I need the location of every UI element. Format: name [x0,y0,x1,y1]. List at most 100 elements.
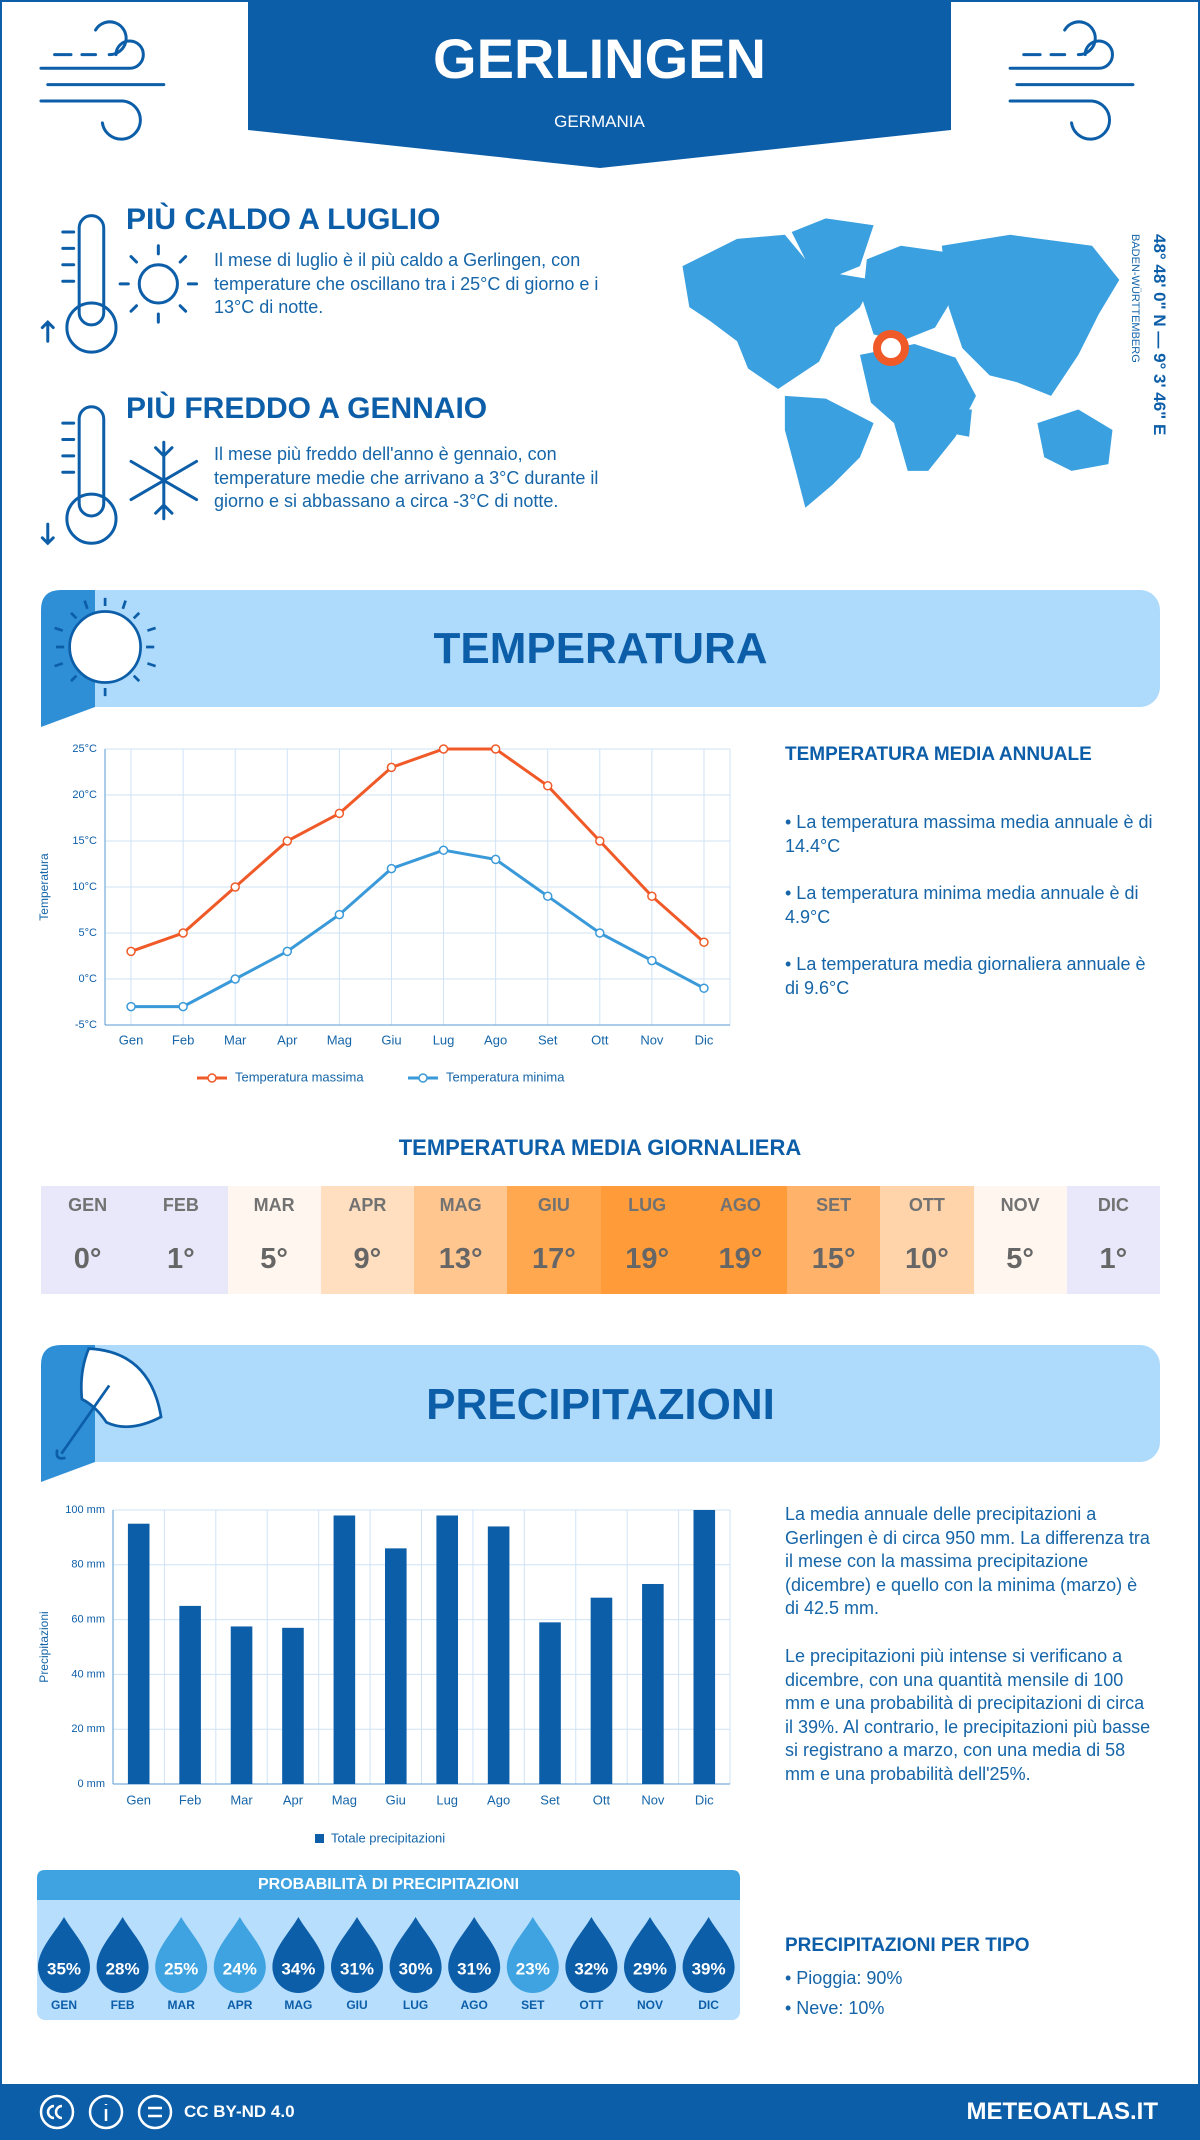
x-tick-label: Mar [230,1792,253,1807]
daily-cell: SET 15° [787,1186,881,1294]
drop [682,1917,735,1993]
drop [331,1917,383,1993]
daily-cell: FEB 1° [134,1186,228,1294]
coldest-title: PIÙ FREDDO A GENNAIO [126,392,488,425]
x-tick-label: Mag [332,1792,357,1807]
daily-value: 13° [438,1243,483,1275]
point [282,946,293,957]
coldest-text: Il mese più freddo dell'anno è gennaio, … [214,444,599,512]
daily-cell: AGO 19° [693,1186,787,1294]
line [130,747,705,953]
drop-value: 31% [340,1959,374,1978]
x-tick-label: Mag [327,1032,352,1047]
drop-month: SET [521,1998,545,2012]
y-tick-label: 0 mm [78,1778,106,1790]
y-tick-label: 5°C [79,927,98,939]
daily-value: 5° [260,1243,288,1275]
probability-title: PROBABILITÀ DI PRECIPITAZIONI [257,1876,520,1893]
drop-value: 39% [692,1959,726,1978]
y-axis-title: Precipitazioni [37,1611,51,1682]
drop-month: AGO [461,1998,488,2012]
drop-value: 24% [223,1959,257,1978]
point [438,845,449,855]
point [438,744,449,754]
point [490,744,501,754]
point [386,863,397,874]
daily-value: 15° [811,1243,856,1275]
y-tick-label: 10°C [72,881,97,893]
drop [624,1917,676,1993]
daily-value: 9° [353,1243,382,1275]
x-tick-label: Lug [433,1032,455,1047]
daily-month: SET [816,1195,852,1215]
daily-month: GEN [68,1195,108,1215]
drop [565,1917,618,1993]
drop [38,1917,90,1993]
drop-value: 23% [516,1959,550,1978]
drop [506,1917,559,1993]
daily-month: MAR [253,1195,295,1215]
region: BADEN-WÜRTTEMBERG [1129,234,1141,363]
line [131,848,705,1009]
drop-month: GIU [346,1998,367,2012]
daily-month: NOV [1000,1195,1040,1215]
daily-value: 19° [718,1243,763,1275]
country: GERMANIA [554,112,645,131]
temperature-title: TEMPERATURA [433,624,768,673]
footer-bar [0,2084,1200,2140]
header-banner [248,0,951,168]
x-tick-label: Dic [695,1792,714,1807]
bar [539,1622,561,1784]
legend-point [207,1073,217,1083]
drop [213,1917,266,1993]
x-tick-label: Gen [119,1032,144,1047]
coordinates: 48° 48' 0" N — 9° 3' 46" E [1150,234,1169,436]
precipitation-banner [41,1345,1160,1482]
point [595,928,605,938]
x-tick-label: Dic [695,1032,714,1047]
daily-value: 1° [1099,1243,1128,1275]
x-tick-label: Lug [436,1792,458,1807]
site: METEOATLAS.IT [966,2098,1158,2125]
license-icons [39,2094,173,2130]
drop-value: 32% [574,1959,608,1978]
drop-month: APR [227,1998,253,2012]
x-tick-label: Nov [641,1792,665,1807]
x-tick-label: Apr [283,1792,304,1807]
legend-label: Totale precipitazioni [331,1830,445,1845]
type-item: • Pioggia: 90% [785,1968,903,1988]
drop-month: OTT [579,1998,604,2012]
y-tick-label: 40 mm [71,1668,105,1680]
y-tick-label: -5°C [75,1019,97,1031]
bar [333,1515,356,1784]
bar [436,1515,459,1784]
drop [272,1917,325,1993]
city-title: GERLINGEN [433,27,766,90]
daily-value: 5° [1006,1243,1034,1275]
x-tick-label: Ott [591,1032,609,1047]
hottest-title: PIÙ CALDO A LUGLIO [126,203,441,236]
daily-cell: DIC 1° [1066,1186,1160,1294]
daily-cell: MAG 13° [414,1186,508,1294]
daily-cell: LUG 19° [600,1186,694,1294]
point [542,781,553,791]
point [542,891,553,901]
point [334,808,345,819]
bar [693,1510,716,1784]
daily-title: TEMPERATURA MEDIA GIORNALIERA [398,1135,802,1160]
bar [179,1605,201,1784]
types-title: PRECIPITAZIONI PER TIPO [785,1935,1030,1956]
precipitation-title: PRECIPITAZIONI [426,1380,775,1429]
point [230,974,240,984]
daily-month: AGO [719,1195,761,1215]
drop-value: 31% [457,1959,491,1978]
y-tick-label: 100 mm [65,1504,105,1516]
daily-month: APR [348,1195,387,1215]
probability-box [37,1870,740,2020]
drop-month: FEB [111,1998,135,2012]
bar [590,1597,613,1784]
point [490,854,501,865]
x-tick-label: Apr [277,1032,298,1047]
daily-month: OTT [908,1195,945,1215]
